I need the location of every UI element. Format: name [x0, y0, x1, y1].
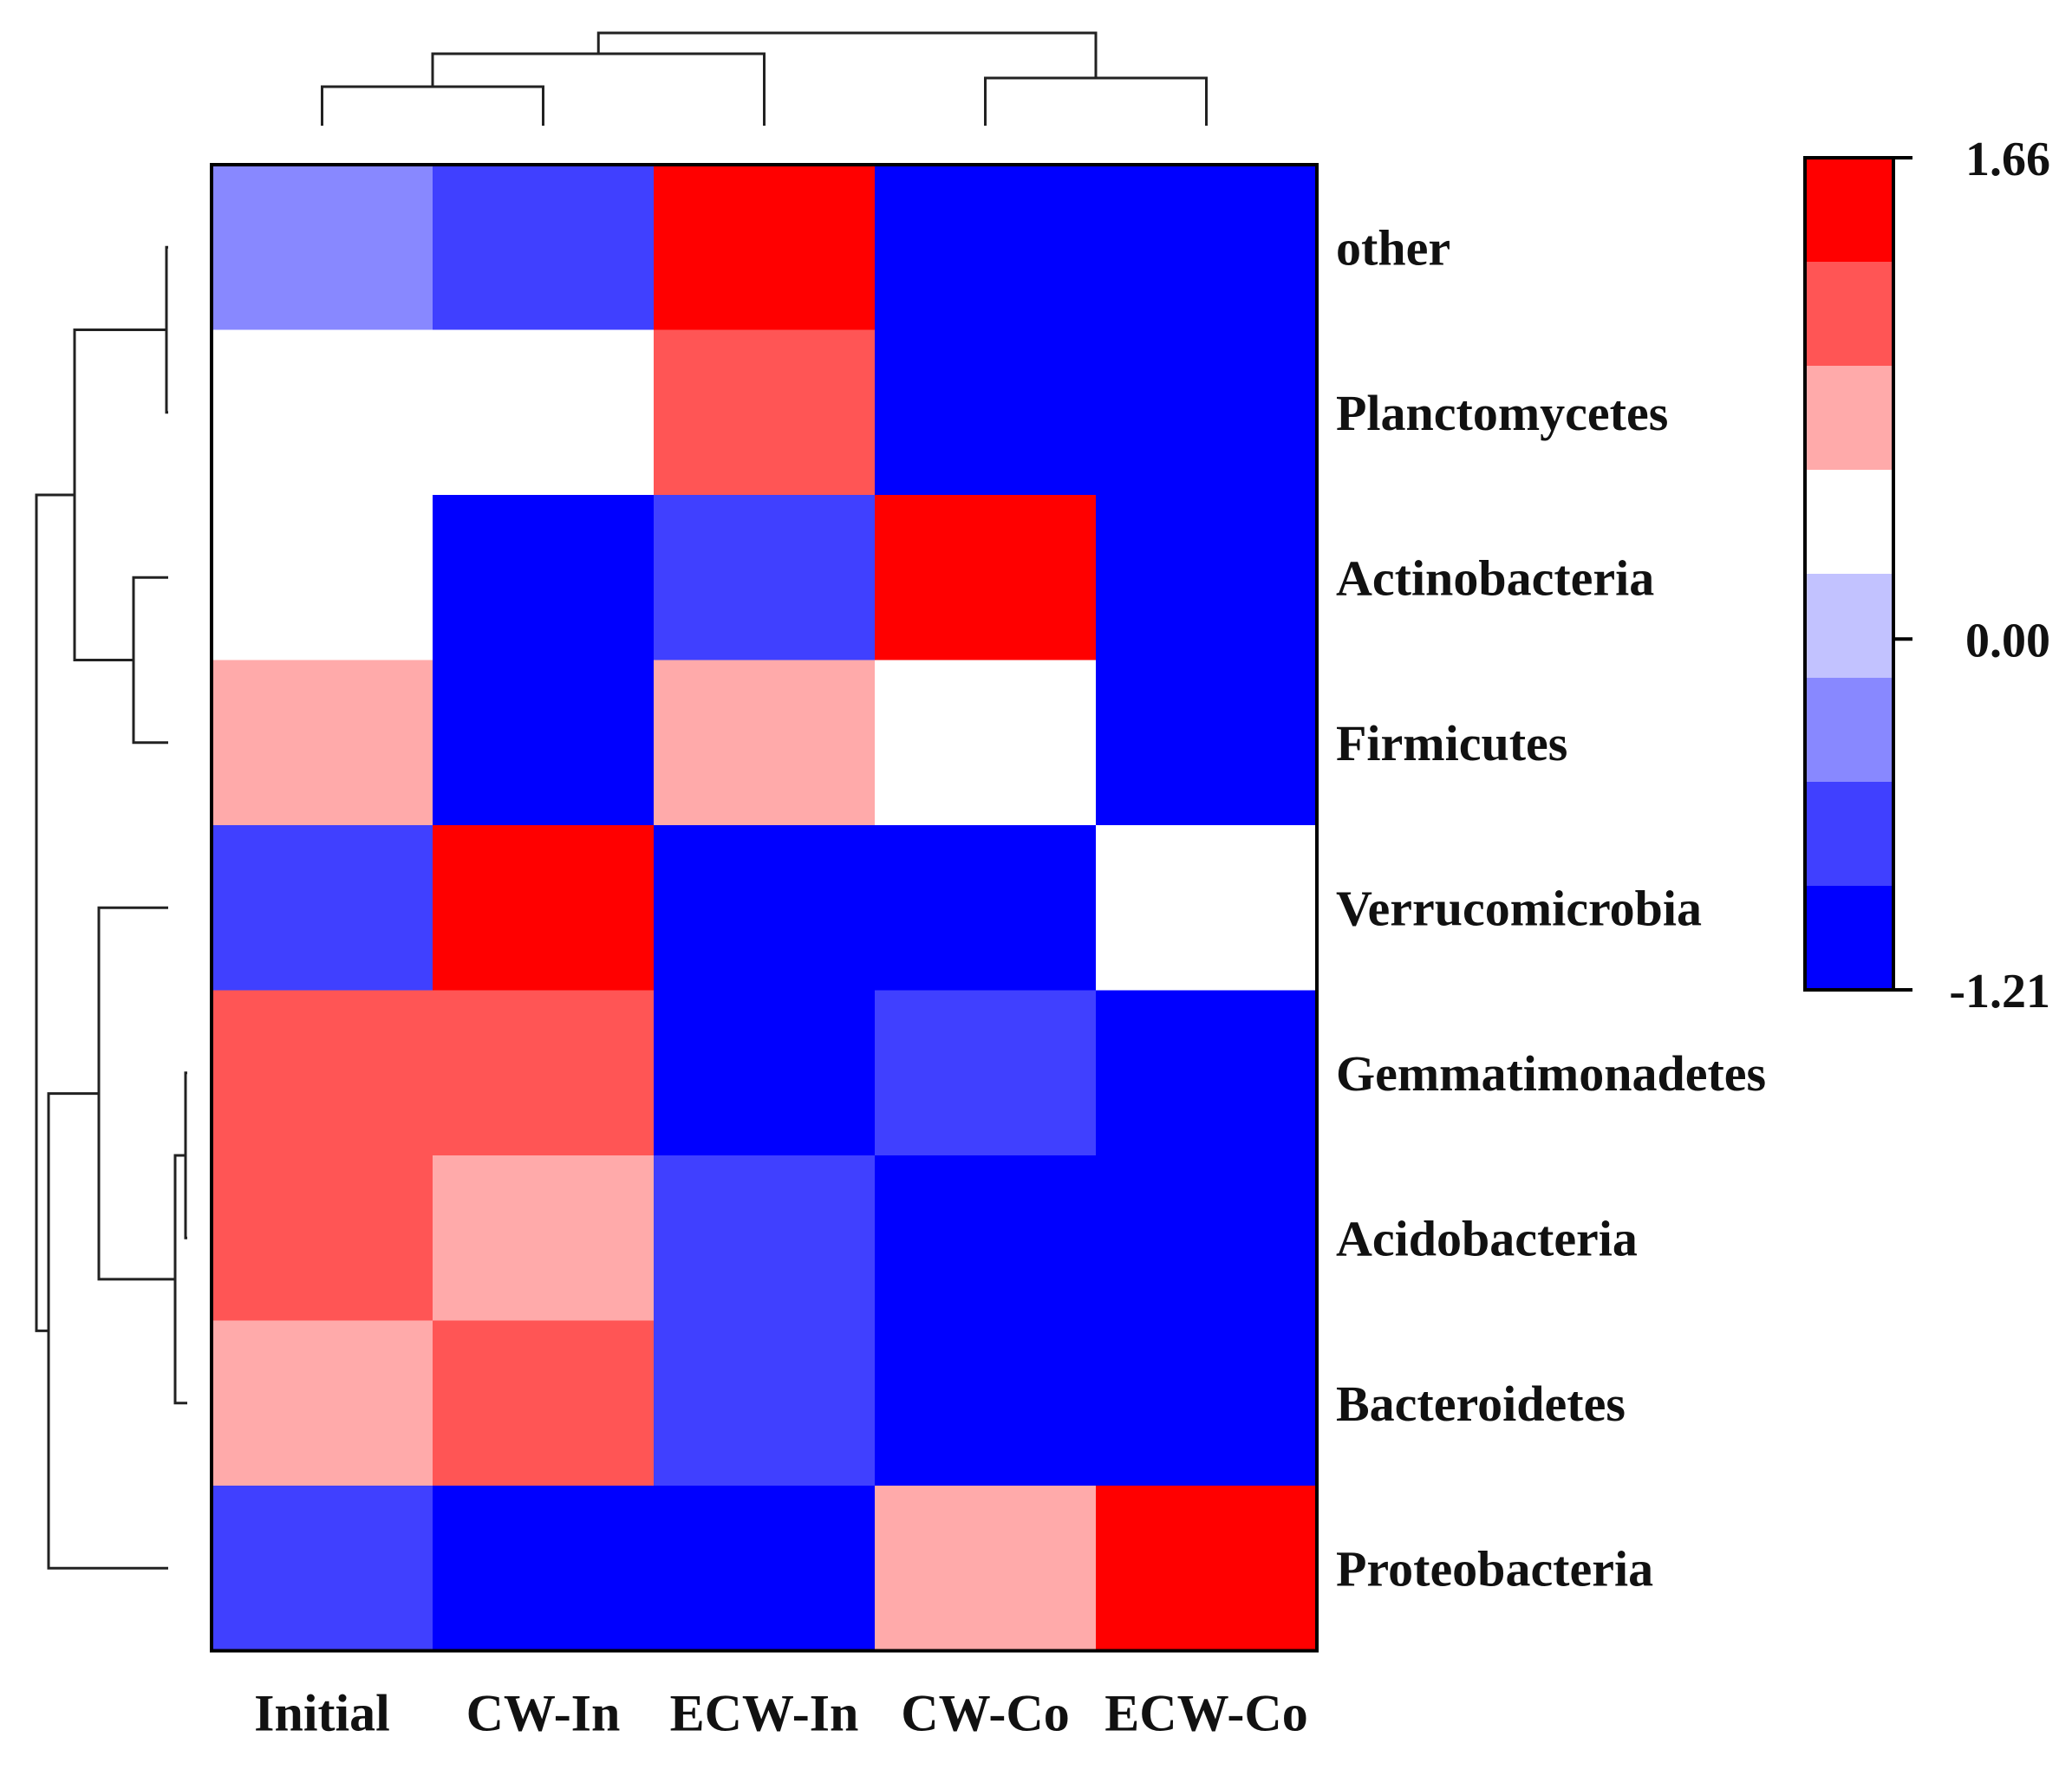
heatmap-cell-acidobacteria-ecw-in: [654, 1155, 876, 1322]
heatmap-cell-other-ecw-in: [654, 165, 876, 331]
row-label-firmicutes: Firmicutes: [1336, 715, 1567, 771]
heatmap-cell-verrucomicrobia-cw-in: [433, 825, 655, 992]
legend-color-bin: [1805, 782, 1893, 887]
heatmap-cell-proteobacteria-cw-co: [875, 1486, 1097, 1652]
heatmap-cell-verrucomicrobia-ecw-co: [1096, 825, 1318, 992]
heatmap-cell-acidobacteria-cw-co: [875, 1155, 1097, 1322]
heatmap-cell-verrucomicrobia-cw-co: [875, 825, 1097, 992]
row-dendrogram-branch: [132, 576, 168, 745]
heatmap-cell-proteobacteria-ecw-co: [1096, 1486, 1318, 1652]
column-label-ecw-in: ECW-In: [670, 1685, 859, 1742]
heatmap-cell-verrucomicrobia-initial: [212, 825, 433, 992]
heatmap-cell-planctomycetes-ecw-co: [1096, 329, 1318, 496]
column-dendrogram: [321, 31, 1208, 126]
legend-tick-label: 1.66: [1965, 133, 2050, 186]
heatmap-cell-gemmatimonadetes-ecw-co: [1096, 990, 1318, 1156]
heatmap-cell-planctomycetes-cw-co: [875, 329, 1097, 496]
row-dendrogram-branch: [184, 1071, 187, 1239]
row-label-gemmatimonadetes: Gemmatimonadetes: [1336, 1045, 1766, 1102]
legend-color-bin: [1805, 262, 1893, 367]
heatmap-cell-gemmatimonadetes-initial: [212, 990, 433, 1156]
legend-color-bin: [1805, 158, 1893, 263]
heatmap-cell-planctomycetes-ecw-in: [654, 329, 876, 496]
row-dendrogram-branch: [97, 906, 175, 1281]
heatmap-cell-proteobacteria-initial: [212, 1486, 433, 1652]
heatmap-cell-actinobacteria-ecw-co: [1096, 495, 1318, 661]
heatmap-cell-bacteroidetes-cw-co: [875, 1320, 1097, 1487]
legend-color-bin: [1805, 574, 1893, 679]
legend-color-bin: [1805, 366, 1893, 471]
column-label-ecw-co: ECW-Co: [1104, 1685, 1307, 1742]
heatmap-cell-acidobacteria-initial: [212, 1155, 433, 1322]
column-labels: Initial CW-In ECW-In CW-Co ECW-Co: [254, 1685, 1308, 1742]
legend-color-bin: [1805, 678, 1893, 783]
row-label-planctomycetes: Planctomycetes: [1336, 385, 1668, 441]
heatmap-cell-bacteroidetes-ecw-co: [1096, 1320, 1318, 1487]
column-dendrogram-branch: [321, 85, 544, 126]
row-dendrogram-branch: [73, 329, 166, 661]
column-dendrogram-branch: [596, 31, 1098, 78]
heatmap-cell-other-ecw-co: [1096, 165, 1318, 331]
heatmap-cell-firmicutes-initial: [212, 660, 433, 826]
heatmap-cell-bacteroidetes-cw-in: [433, 1320, 655, 1487]
heatmap-cell-other-initial: [212, 165, 433, 331]
heatmap-border: [210, 163, 1319, 1653]
row-label-actinobacteria: Actinobacteria: [1336, 550, 1654, 606]
row-dendrogram-branch: [47, 1092, 168, 1570]
heatmap-cell-planctomycetes-cw-in: [433, 329, 655, 496]
heatmap-cell-planctomycetes-initial: [212, 329, 433, 496]
column-label-cw-in: CW-In: [466, 1685, 621, 1742]
column-dendrogram-branch: [431, 52, 766, 126]
heatmap-cell-firmicutes-cw-co: [875, 660, 1097, 826]
row-labels: other Planctomycetes Actinobacteria Firmicu…: [1336, 219, 1766, 1597]
legend-color-bin: [1805, 886, 1893, 991]
heatmap-cell-firmicutes-cw-in: [433, 660, 655, 826]
heatmap-cell-proteobacteria-ecw-in: [654, 1486, 876, 1652]
row-label-other: other: [1336, 219, 1450, 276]
legend-tick-label: 0.00: [1965, 614, 2050, 667]
heatmap-cell-actinobacteria-ecw-in: [654, 495, 876, 661]
row-label-proteobacteria: Proteobacteria: [1336, 1540, 1653, 1597]
row-dendrogram: [35, 245, 187, 1570]
column-dendrogram-branch: [984, 76, 1208, 126]
heatmap-cell-actinobacteria-cw-in: [433, 495, 655, 661]
row-dendrogram-branch: [165, 245, 168, 414]
legend-border: [1803, 156, 1895, 992]
heatmap-cell-acidobacteria-ecw-co: [1096, 1155, 1318, 1322]
heatmap-cell-bacteroidetes-ecw-in: [654, 1320, 876, 1487]
heatmap-cell-verrucomicrobia-ecw-in: [654, 825, 876, 992]
heatmap-cell-gemmatimonadetes-ecw-in: [654, 990, 876, 1156]
heatmap-cell-other-cw-in: [433, 165, 655, 331]
heatmap-cell-actinobacteria-cw-co: [875, 495, 1097, 661]
heatmap-cell-bacteroidetes-initial: [212, 1320, 433, 1487]
column-label-initial: Initial: [254, 1685, 390, 1742]
row-dendrogram-branch: [35, 493, 75, 1332]
row-label-bacteroidetes: Bacteroidetes: [1336, 1376, 1626, 1432]
legend-tick-label: -1.21: [1949, 965, 2050, 1018]
row-label-verrucomicrobia: Verrucomicrobia: [1336, 880, 1702, 936]
row-label-acidobacteria: Acidobacteria: [1336, 1210, 1638, 1266]
column-label-cw-co: CW-Co: [901, 1685, 1069, 1742]
heatmap-cell-gemmatimonadetes-cw-co: [875, 990, 1097, 1156]
color-scale-legend: 1.66 0.00 -1.21: [1803, 133, 2050, 1018]
heatmap-cell-firmicutes-ecw-co: [1096, 660, 1318, 826]
heatmap-cell-gemmatimonadetes-cw-in: [433, 990, 655, 1156]
heatmap-cell-acidobacteria-cw-in: [433, 1155, 655, 1322]
heatmap-cell-proteobacteria-cw-in: [433, 1486, 655, 1652]
heatmap-cells: [212, 165, 1318, 1652]
heatmap-cell-firmicutes-ecw-in: [654, 660, 876, 826]
legend-color-bin: [1805, 470, 1893, 575]
heatmap-cell-other-cw-co: [875, 165, 1097, 331]
heatmap-cell-actinobacteria-initial: [212, 495, 433, 661]
